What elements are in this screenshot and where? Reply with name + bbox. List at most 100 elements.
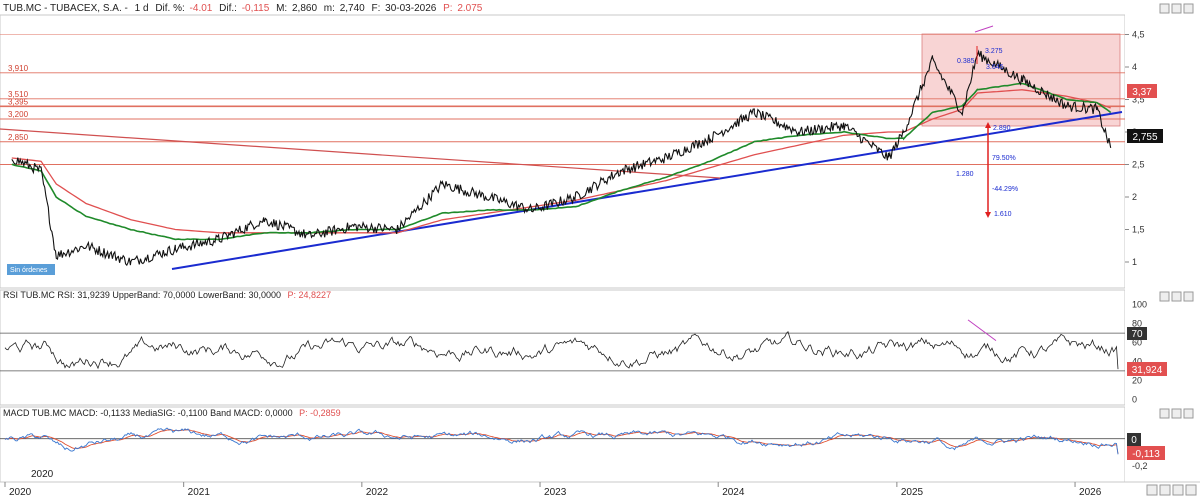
rsi-close-icon[interactable]	[1183, 291, 1194, 302]
short-moving-average-line	[11, 82, 1112, 241]
price-tick-label: 3,5	[1132, 95, 1145, 105]
macd-header: MACD TUB.MC MACD: -0,1133 MediaSIG: -0,1…	[3, 408, 341, 418]
time-axis-controls[interactable]	[1146, 484, 1197, 496]
fib-value-3: 3.645	[986, 64, 1004, 71]
reset-view-icon[interactable]	[1185, 484, 1197, 496]
time-tick-label: 2021	[188, 487, 211, 498]
rsi-header-text: RSI TUB.MC RSI: 31,9239 UpperBand: 70,00…	[3, 290, 281, 300]
header-max-label: M:	[276, 3, 287, 14]
drop-arrow-down-icon	[985, 212, 991, 218]
rsi-restore-icon[interactable]	[1171, 291, 1182, 302]
time-tick-label: 2020	[9, 487, 32, 498]
macd-header-p: P: -0,2859	[299, 408, 341, 418]
rsi-tick-label: 60	[1132, 338, 1142, 348]
header-max-value: 2,860	[292, 3, 317, 14]
header-p-label: P:	[443, 3, 452, 14]
zoom-icon[interactable]	[1146, 484, 1158, 496]
scroll-left-icon[interactable]	[1159, 484, 1171, 496]
level-label: 3,200	[8, 110, 29, 119]
fib-diagonal	[974, 25, 994, 33]
time-tick-label: 2023	[544, 487, 567, 498]
rsi-value-badge	[1127, 362, 1167, 376]
header-date-value: 30-03-2026	[385, 3, 437, 14]
last-price-badge	[1127, 129, 1163, 143]
drop-pct2-label: -44.29%	[992, 186, 1018, 193]
time-tick-label: 2022	[366, 487, 389, 498]
drop-abs-label: 1.280	[956, 171, 974, 178]
time-axis: 2020 2021 2022 2023 2024 2025 2026	[4, 482, 1102, 498]
macd-value-badge	[1127, 446, 1165, 460]
level-label: 2,850	[8, 133, 29, 142]
header-dif-pct-label: Dif. %:	[155, 3, 184, 14]
header-min-label: m:	[324, 3, 335, 14]
rsi-tick-label: 80	[1132, 319, 1142, 329]
orders-status-badge[interactable]	[7, 264, 55, 275]
rsi-tick-label: 40	[1132, 356, 1142, 366]
macd-panel-frame	[0, 406, 1126, 483]
header-period: 1 d	[135, 3, 149, 14]
header-dif-label: Dif.:	[219, 3, 237, 14]
orders-status-text: Sin órdenes	[10, 267, 48, 274]
rsi-tick-label: 20	[1132, 375, 1142, 385]
macd-tick-label: -0,2	[1132, 461, 1148, 471]
macd-minimize-icon[interactable]	[1159, 408, 1170, 419]
time-tick-label: 2024	[722, 487, 745, 498]
scroll-right-icon[interactable]	[1172, 484, 1184, 496]
macd-panel-controls[interactable]	[1159, 408, 1194, 419]
drop-arrow-up-icon	[985, 122, 991, 128]
panel-year-label: 2020	[31, 469, 54, 480]
rsi-upper-badge	[1127, 327, 1147, 340]
rsi-series-group	[0, 319, 1125, 372]
rsi-minimize-icon[interactable]	[1159, 291, 1170, 302]
macd-close-icon[interactable]	[1183, 408, 1194, 419]
rsi-divergence-line	[967, 319, 997, 342]
rsi-y-axis: 100 80 60 40 20 0	[1132, 300, 1147, 405]
chart-header: TUB.MC - TUBACEX, S.A. - 1 d Dif. %: -4.…	[3, 3, 483, 14]
rsi-header-p: P: 24,8227	[288, 290, 332, 300]
close-panel-icon[interactable]	[1183, 3, 1194, 14]
macd-series-group	[0, 427, 1125, 455]
fib-value-1: 3.275	[985, 48, 1003, 55]
price-tick-label: 1	[1132, 257, 1137, 267]
price-tick-label: 2	[1132, 192, 1137, 202]
price-tick-label: 4,5	[1132, 30, 1145, 40]
fib-value-2: 0.385	[957, 58, 975, 65]
time-tick-label: 2025	[901, 487, 924, 498]
rsi-panel-controls[interactable]	[1159, 291, 1194, 302]
drop-start-label: 2.890	[993, 125, 1011, 132]
minimize-panel-icon[interactable]	[1159, 3, 1170, 14]
header-dif-value: -0,115	[242, 3, 270, 14]
drop-end-label: 1.610	[994, 211, 1012, 218]
restore-panel-icon[interactable]	[1171, 3, 1182, 14]
drop-pct-label: 79.50%	[992, 155, 1016, 162]
price-panel-controls[interactable]	[1159, 3, 1194, 14]
rsi-value-badge-text: 31,924	[1132, 365, 1163, 376]
ma-value-badge	[1127, 84, 1157, 98]
support-trendline	[171, 111, 1123, 270]
declining-trendline	[0, 128, 721, 179]
rsi-line	[4, 330, 1119, 370]
level-label: 3,395	[8, 97, 29, 106]
macd-zero-badge-text: 0	[1131, 435, 1137, 446]
price-line	[11, 49, 1112, 267]
macd-value-badge-text: -0,113	[1132, 449, 1160, 460]
level-label: 3,910	[8, 64, 29, 73]
price-tick-label: 1,5	[1132, 225, 1145, 235]
macd-header-text: MACD TUB.MC MACD: -0,1133 MediaSIG: -0,1…	[3, 408, 293, 418]
rsi-upper-badge-text: 70	[1131, 329, 1143, 340]
header-p-value: 2.075	[457, 3, 482, 14]
rsi-header: RSI TUB.MC RSI: 31,9239 UpperBand: 70,00…	[3, 290, 331, 300]
macd-restore-icon[interactable]	[1171, 408, 1182, 419]
header-ticker: TUB.MC - TUBACEX, S.A. -	[3, 3, 128, 14]
level-label: 3,510	[8, 90, 29, 99]
last-price-badge-text: 2,755	[1132, 132, 1157, 143]
macd-zero-badge	[1127, 433, 1141, 446]
header-date-label: F:	[372, 3, 381, 14]
right-axis-bg	[1125, 0, 1200, 498]
macd-line	[4, 427, 1119, 455]
rsi-tick-label: 0	[1132, 394, 1137, 404]
long-moving-average-line	[11, 89, 1111, 234]
price-tick-label: 4	[1132, 62, 1137, 72]
price-series-group	[11, 49, 1112, 267]
